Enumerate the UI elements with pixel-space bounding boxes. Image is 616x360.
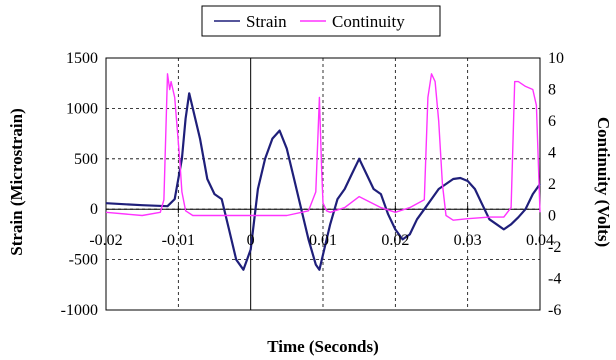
- y-right-tick-label: -2: [548, 239, 561, 256]
- series-line-strain: [105, 92, 541, 271]
- x-tick-label: 0: [247, 232, 255, 249]
- axes: [105, 58, 541, 310]
- x-tick-label: -0.01: [162, 232, 195, 249]
- y-right-tick-label: 10: [548, 50, 564, 67]
- x-axis-title: Time (Seconds): [267, 337, 379, 356]
- x-tick-label: 0.01: [309, 232, 337, 249]
- series-layer: [105, 73, 541, 271]
- legend-label-strain: Strain: [246, 12, 287, 31]
- y-right-tick-label: 0: [548, 208, 556, 225]
- y-left-tick-label: -500: [69, 252, 98, 269]
- y-right-tick-label: 4: [548, 145, 556, 162]
- tick-labels: 1500 1000 500 0 -500 -1000 10 8 6 4 2 0 -2 -4 -6 -0.02 -…: [61, 50, 564, 319]
- y-axis-right-title: Continuity (Volts): [594, 117, 613, 247]
- y-left-tick-label: 1000: [66, 100, 98, 117]
- x-tick-label: -0.02: [89, 232, 122, 249]
- x-tick-label: 0.04: [526, 232, 554, 249]
- x-tick-label: 0.02: [381, 232, 409, 249]
- y-right-tick-label: 6: [548, 113, 556, 130]
- y-left-tick-label: 0: [90, 201, 98, 218]
- y-right-tick-label: 8: [548, 82, 556, 99]
- y-right-tick-label: -4: [548, 271, 561, 288]
- y-left-tick-label: -1000: [61, 302, 98, 319]
- y-left-tick-label: 1500: [66, 50, 98, 67]
- legend: Strain Continuity: [201, 5, 441, 37]
- y-left-tick-label: 500: [74, 151, 98, 168]
- y-axis-left-title: Strain (Microstrain): [7, 108, 26, 255]
- y-right-tick-label: 2: [548, 176, 556, 193]
- y-right-tick-label: -6: [548, 302, 561, 319]
- x-tick-label: 0.03: [454, 232, 482, 249]
- legend-label-continuity: Continuity: [332, 12, 405, 31]
- series-line-continuity: [105, 73, 541, 221]
